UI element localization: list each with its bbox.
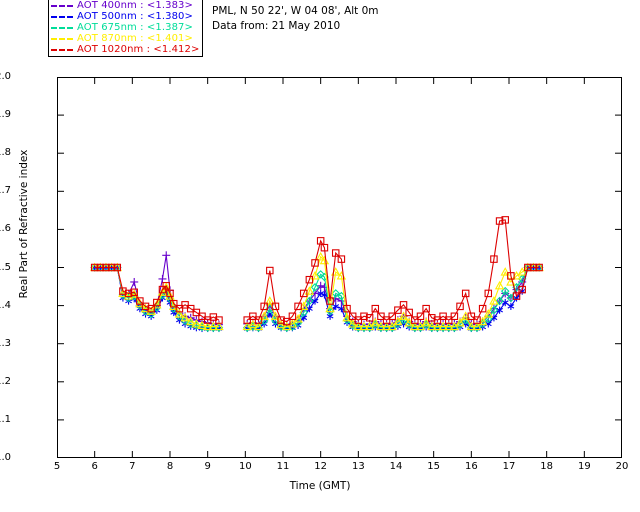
legend-label: AOT 400nm : <1.383> <box>77 0 194 11</box>
y-tick-label: 1.2 <box>0 375 11 387</box>
y-tick-label: 1.4 <box>0 299 11 311</box>
legend-item-500nm: AOT 500nm : <1.380> <box>51 11 199 22</box>
chart-header: PML, N 50 22', W 04 08', Alt 0m Data fro… <box>212 4 379 34</box>
x-tick-label: 5 <box>53 461 61 472</box>
data-date-line: Data from: 21 May 2010 <box>212 20 341 32</box>
x-tick-label: 11 <box>276 461 290 472</box>
legend-line-swatch <box>51 37 73 40</box>
y-tick-label: 2.0 <box>0 71 11 82</box>
y-tick-label: 1.8 <box>0 147 11 159</box>
plot-canvas <box>57 77 622 458</box>
legend-label: AOT 500nm : <1.380> <box>77 10 194 22</box>
x-tick-label: 19 <box>577 461 591 472</box>
legend-line-swatch <box>51 48 73 51</box>
x-tick-label: 10 <box>238 461 252 472</box>
legend-label: AOT 675nm : <1.387> <box>77 21 194 33</box>
y-tick-label: 1.9 <box>0 109 11 121</box>
series-1020nm <box>90 216 543 326</box>
site-location-line: PML, N 50 22', W 04 08', Alt 0m <box>212 5 379 17</box>
y-tick-label: 1.6 <box>0 223 11 235</box>
x-axis-label: Time (GMT) <box>289 480 351 492</box>
y-tick-label: 1.3 <box>0 337 11 349</box>
legend-item-1020nm: AOT 1020nm : <1.412> <box>51 44 199 55</box>
x-tick-label: 17 <box>502 461 516 472</box>
legend-item-870nm: AOT 870nm : <1.401> <box>51 33 199 44</box>
x-tick-label: 8 <box>166 461 174 472</box>
legend-line-swatch <box>51 26 73 29</box>
y-axis-label: Real Part of Refractive index <box>18 149 30 299</box>
legend-line-swatch <box>51 4 73 7</box>
legend-label: AOT 870nm : <1.401> <box>77 32 194 44</box>
legend-item-675nm: AOT 675nm : <1.387> <box>51 22 199 33</box>
legend-label: AOT 1020nm : <1.412> <box>77 43 200 55</box>
x-tick-label: 12 <box>314 461 328 472</box>
x-tick-label: 9 <box>204 461 211 472</box>
y-tick-label: 1.7 <box>0 185 11 197</box>
x-tick-label: 13 <box>351 461 365 472</box>
y-tick-label: 1.5 <box>0 261 11 273</box>
y-tick-label: 1.0 <box>0 452 11 463</box>
legend-line-swatch <box>51 15 73 18</box>
y-tick-label: 1.1 <box>0 413 11 425</box>
x-tick-label: 7 <box>129 461 136 472</box>
chart-legend: AOT 400nm : <1.383> AOT 500nm : <1.380> AO… <box>48 0 204 57</box>
x-tick-label: 20 <box>615 461 629 472</box>
x-tick-label: 16 <box>464 461 478 472</box>
x-tick-label: 15 <box>427 461 441 472</box>
legend-item-400nm: AOT 400nm : <1.383> <box>51 0 199 11</box>
x-tick-label: 18 <box>540 461 554 472</box>
x-tick-label: 14 <box>389 461 403 472</box>
x-tick-label: 6 <box>91 461 98 472</box>
axis-tick-marks <box>57 77 622 458</box>
